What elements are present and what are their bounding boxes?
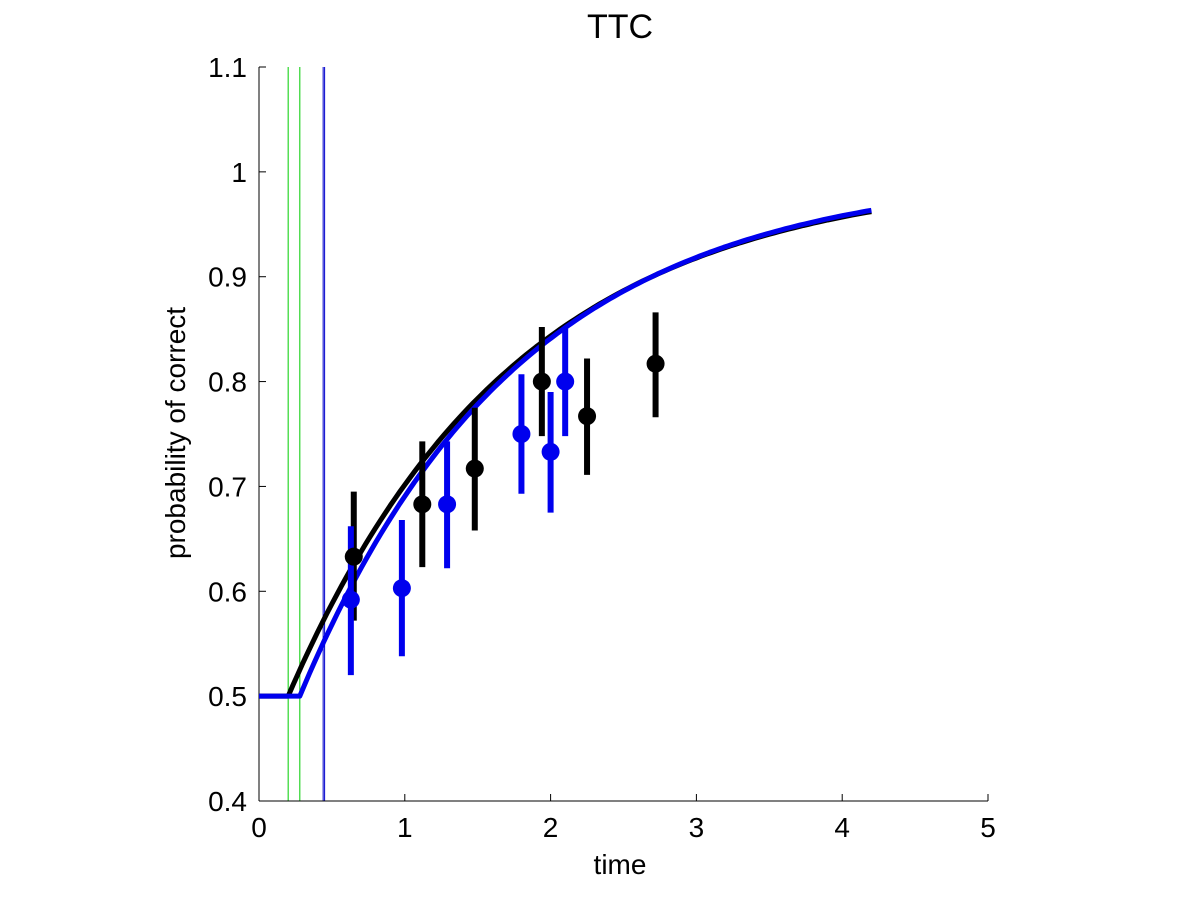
y-tick-label: 0.7 — [208, 471, 247, 502]
data-point — [646, 354, 665, 373]
data-point — [532, 372, 551, 391]
x-tick-label: 1 — [397, 812, 413, 843]
data-point — [341, 590, 360, 609]
axes: 0 1 2 3 4 5 0.4 0.5 0.6 0.7 0.8 0.9 1 1.1 — [208, 52, 996, 843]
y-tick-label: 0.5 — [208, 681, 247, 712]
y-tick-label: 1 — [231, 157, 247, 188]
fit-curves — [259, 207, 872, 699]
data-point — [344, 547, 363, 566]
x-tick-label: 3 — [689, 812, 705, 843]
chart-title: TTC — [587, 8, 653, 46]
x-tick-label: 2 — [543, 812, 559, 843]
data-point — [392, 579, 411, 598]
data-point — [438, 495, 457, 514]
reference-lines — [287, 67, 326, 801]
y-tick-label: 0.9 — [208, 262, 247, 293]
data-point — [556, 372, 575, 391]
y-tick-label: 0.8 — [208, 367, 247, 398]
data-markers — [341, 354, 665, 609]
x-tick-label: 4 — [834, 812, 850, 843]
data-point — [578, 407, 597, 426]
data-point — [512, 425, 531, 443]
y-axis-label: probability of correct — [160, 307, 191, 559]
fit-curve-1 — [259, 207, 872, 699]
y-tick-label: 0.4 — [208, 786, 247, 817]
x-tick-label: 0 — [251, 812, 267, 843]
y-tick-label: 1.1 — [208, 52, 247, 83]
data-point — [413, 495, 432, 514]
data-point — [541, 442, 560, 461]
y-tick-label: 0.6 — [208, 576, 247, 607]
x-axis-label: time — [594, 849, 647, 880]
data-point — [465, 459, 484, 478]
x-tick-label: 5 — [980, 812, 996, 843]
